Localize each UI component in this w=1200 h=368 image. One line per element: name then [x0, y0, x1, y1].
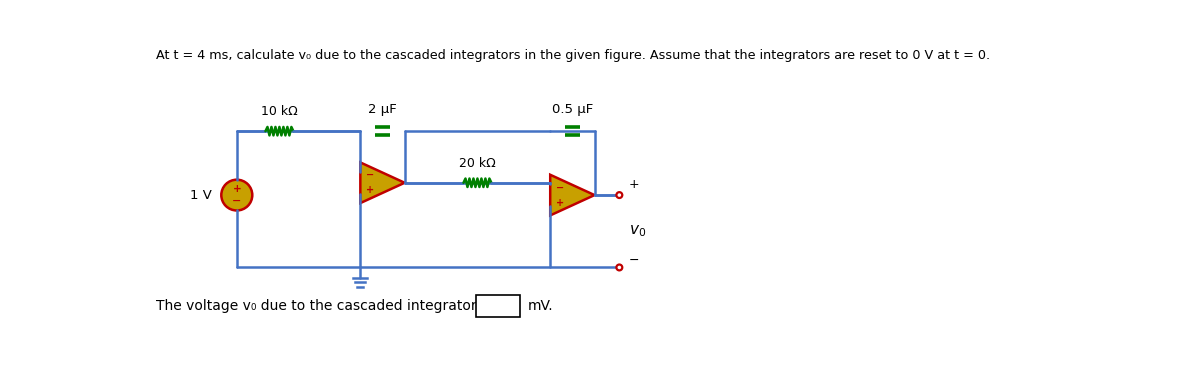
FancyBboxPatch shape — [475, 295, 521, 317]
Circle shape — [221, 180, 252, 210]
Text: −: − — [232, 196, 241, 206]
Circle shape — [617, 192, 623, 198]
Polygon shape — [551, 175, 594, 215]
Text: 2 μF: 2 μF — [368, 103, 397, 116]
Text: −: − — [556, 183, 564, 192]
Text: −: − — [366, 170, 374, 180]
Polygon shape — [360, 162, 404, 203]
Text: −: − — [629, 254, 640, 267]
Text: +: + — [556, 198, 564, 208]
Text: $v_0$: $v_0$ — [629, 223, 646, 239]
Text: The voltage v₀ due to the cascaded integrators is: The voltage v₀ due to the cascaded integ… — [156, 299, 499, 313]
Text: At t = 4 ms, calculate v₀ due to the cascaded integrators in the given figure. A: At t = 4 ms, calculate v₀ due to the cas… — [156, 49, 990, 62]
Circle shape — [617, 265, 623, 270]
Text: +: + — [629, 178, 640, 191]
Text: 10 kΩ: 10 kΩ — [262, 105, 298, 118]
Text: mV.: mV. — [528, 299, 554, 313]
Text: 0.5 μF: 0.5 μF — [552, 103, 593, 116]
Text: 1 V: 1 V — [190, 188, 212, 202]
Text: +: + — [233, 184, 241, 194]
Text: 20 kΩ: 20 kΩ — [460, 157, 496, 170]
Text: +: + — [366, 185, 374, 195]
